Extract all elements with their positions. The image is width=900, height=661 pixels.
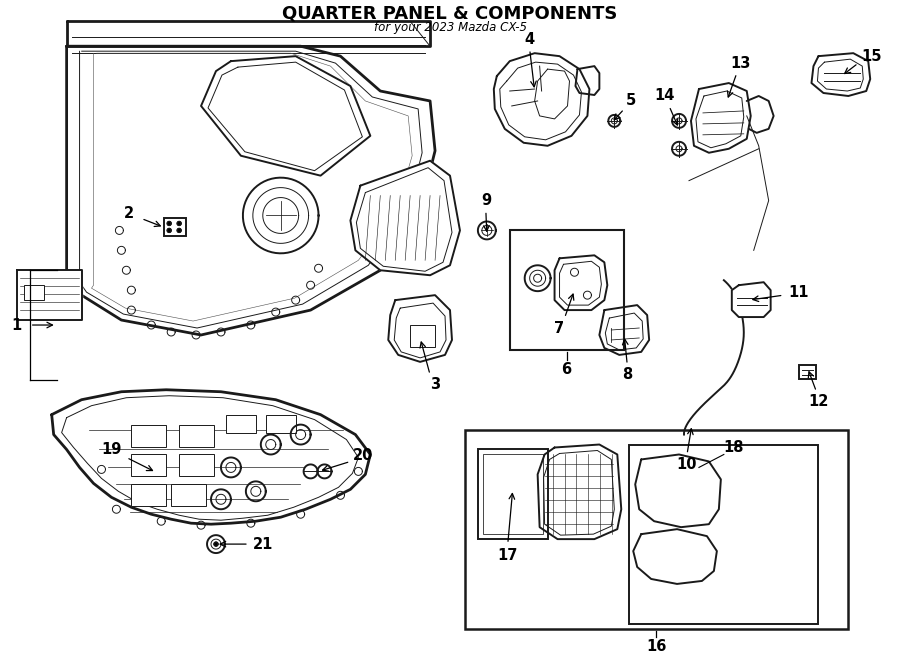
Polygon shape (167, 221, 171, 225)
Text: 15: 15 (861, 49, 881, 63)
Polygon shape (177, 229, 181, 233)
Polygon shape (67, 46, 435, 335)
Polygon shape (575, 66, 599, 95)
Polygon shape (253, 188, 309, 243)
Text: 7: 7 (554, 321, 564, 336)
Polygon shape (554, 255, 608, 310)
Text: 3: 3 (430, 377, 440, 392)
Text: 8: 8 (622, 368, 633, 382)
Polygon shape (261, 434, 281, 455)
Polygon shape (246, 481, 266, 501)
Text: 9: 9 (481, 193, 491, 208)
Polygon shape (388, 295, 452, 362)
Polygon shape (207, 535, 225, 553)
Polygon shape (350, 161, 460, 275)
Bar (131, 485, 166, 506)
Text: 10: 10 (677, 457, 698, 472)
Polygon shape (635, 455, 721, 527)
Polygon shape (691, 83, 751, 153)
Text: for your 2023 Mazda CX-5: for your 2023 Mazda CX-5 (374, 20, 526, 34)
Polygon shape (291, 424, 310, 444)
Polygon shape (525, 265, 551, 291)
Polygon shape (537, 444, 621, 539)
Polygon shape (167, 229, 171, 233)
Bar (478, 449, 547, 539)
Polygon shape (243, 178, 319, 253)
Bar (171, 485, 206, 506)
Bar (509, 231, 625, 350)
Bar (131, 424, 166, 447)
Text: 21: 21 (253, 537, 273, 551)
Polygon shape (608, 115, 620, 127)
Text: 2: 2 (124, 206, 134, 221)
Bar (465, 430, 849, 629)
Polygon shape (634, 529, 717, 584)
Bar (179, 455, 214, 477)
Text: 14: 14 (654, 89, 674, 104)
Text: 16: 16 (646, 639, 666, 654)
Polygon shape (478, 221, 496, 239)
Polygon shape (303, 465, 318, 479)
Polygon shape (221, 457, 241, 477)
Text: 18: 18 (724, 440, 744, 455)
Text: 12: 12 (808, 394, 829, 409)
Polygon shape (51, 390, 370, 524)
Text: 4: 4 (525, 32, 535, 47)
Text: 5: 5 (626, 93, 636, 108)
Polygon shape (812, 53, 870, 96)
Bar (164, 219, 186, 237)
Text: 6: 6 (562, 362, 572, 377)
Text: 11: 11 (788, 285, 809, 299)
Text: 17: 17 (498, 547, 518, 563)
Polygon shape (599, 305, 649, 355)
Polygon shape (318, 465, 331, 479)
Polygon shape (494, 53, 590, 146)
Bar (798, 365, 816, 379)
Text: 20: 20 (353, 448, 374, 463)
Bar (629, 444, 818, 624)
Polygon shape (67, 21, 430, 46)
Text: 13: 13 (731, 56, 751, 71)
Bar (410, 325, 435, 347)
Bar (23, 285, 44, 300)
Polygon shape (211, 539, 221, 549)
Polygon shape (177, 221, 181, 225)
Text: QUARTER PANEL & COMPONENTS: QUARTER PANEL & COMPONENTS (283, 5, 617, 22)
Polygon shape (201, 56, 370, 176)
Bar (179, 424, 214, 447)
Bar (131, 455, 166, 477)
Text: 19: 19 (101, 442, 122, 457)
Bar (266, 414, 296, 432)
Polygon shape (17, 270, 82, 320)
Polygon shape (214, 542, 218, 546)
Bar (483, 455, 543, 534)
Polygon shape (211, 489, 231, 509)
Polygon shape (672, 142, 686, 156)
Polygon shape (672, 114, 686, 128)
Polygon shape (732, 282, 770, 317)
Text: 1: 1 (12, 317, 22, 332)
Bar (226, 414, 256, 432)
